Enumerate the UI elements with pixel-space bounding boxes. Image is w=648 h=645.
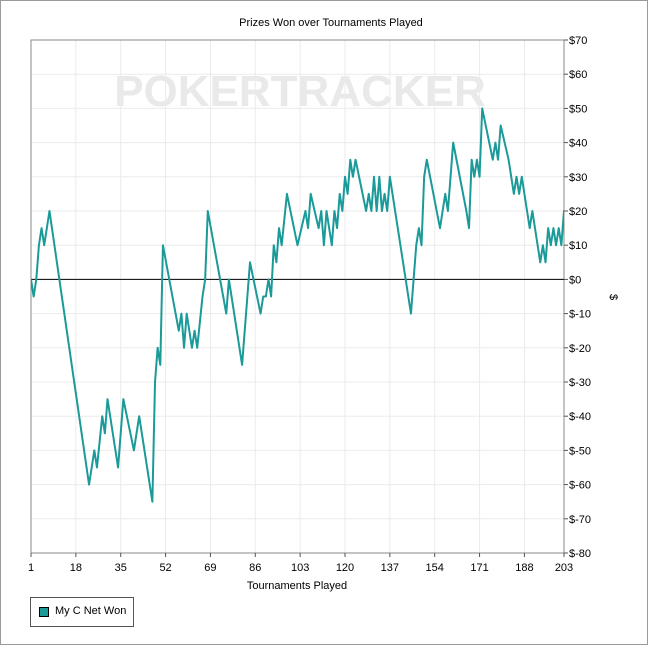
x-tick-label: 69: [204, 562, 216, 574]
y-tick-label: $20: [569, 206, 587, 218]
y-tick-label: $50: [569, 103, 587, 115]
y-tick-label: $-80: [569, 548, 591, 560]
y-tick-label: $-20: [569, 343, 591, 355]
x-tick-label: 86: [249, 562, 261, 574]
y-tick-label: $40: [569, 138, 587, 150]
x-axis: 1 18 35 52 69 86 103 120 137 154 171 188 203: [28, 553, 573, 574]
y-tick-label: $-50: [569, 445, 591, 457]
y-tick-label: $-10: [569, 309, 591, 321]
legend-series-label: My C Net Won: [55, 605, 127, 617]
y-axis-label: $: [607, 294, 619, 300]
y-tick-label: $30: [569, 172, 587, 184]
legend-swatch: [39, 607, 49, 617]
x-tick-label: 103: [291, 562, 309, 574]
y-tick-label: $70: [569, 35, 587, 47]
y-tick-label: $10: [569, 240, 587, 252]
x-tick-label: 1: [28, 562, 34, 574]
y-tick-label: $-70: [569, 514, 591, 526]
x-tick-label: 154: [426, 562, 444, 574]
x-tick-label: 35: [115, 562, 127, 574]
x-tick-label: 52: [159, 562, 171, 574]
y-tick-label: $-30: [569, 377, 591, 389]
y-tick-label: $0: [569, 274, 581, 286]
x-tick-label: 188: [515, 562, 533, 574]
legend: My C Net Won: [30, 597, 134, 627]
chart-title: Prizes Won over Tournaments Played: [239, 17, 423, 29]
x-tick-label: 120: [336, 562, 354, 574]
y-tick-label: $-40: [569, 411, 591, 423]
y-tick-label: $60: [569, 69, 587, 81]
y-tick-label: $-60: [569, 480, 591, 492]
x-tick-label: 203: [555, 562, 573, 574]
y-axis: $70 $60 $50 $40 $30 $20 $10 $0 $-10 $-20 $-30 $-40 $…: [564, 35, 591, 560]
x-tick-label: 137: [381, 562, 399, 574]
series-line-0: [31, 107, 564, 503]
plot-area: [30, 39, 565, 554]
series-layer: [31, 107, 564, 503]
x-tick-label: 18: [70, 562, 82, 574]
x-tick-label: 171: [470, 562, 488, 574]
x-axis-label: Tournaments Played: [247, 580, 347, 592]
